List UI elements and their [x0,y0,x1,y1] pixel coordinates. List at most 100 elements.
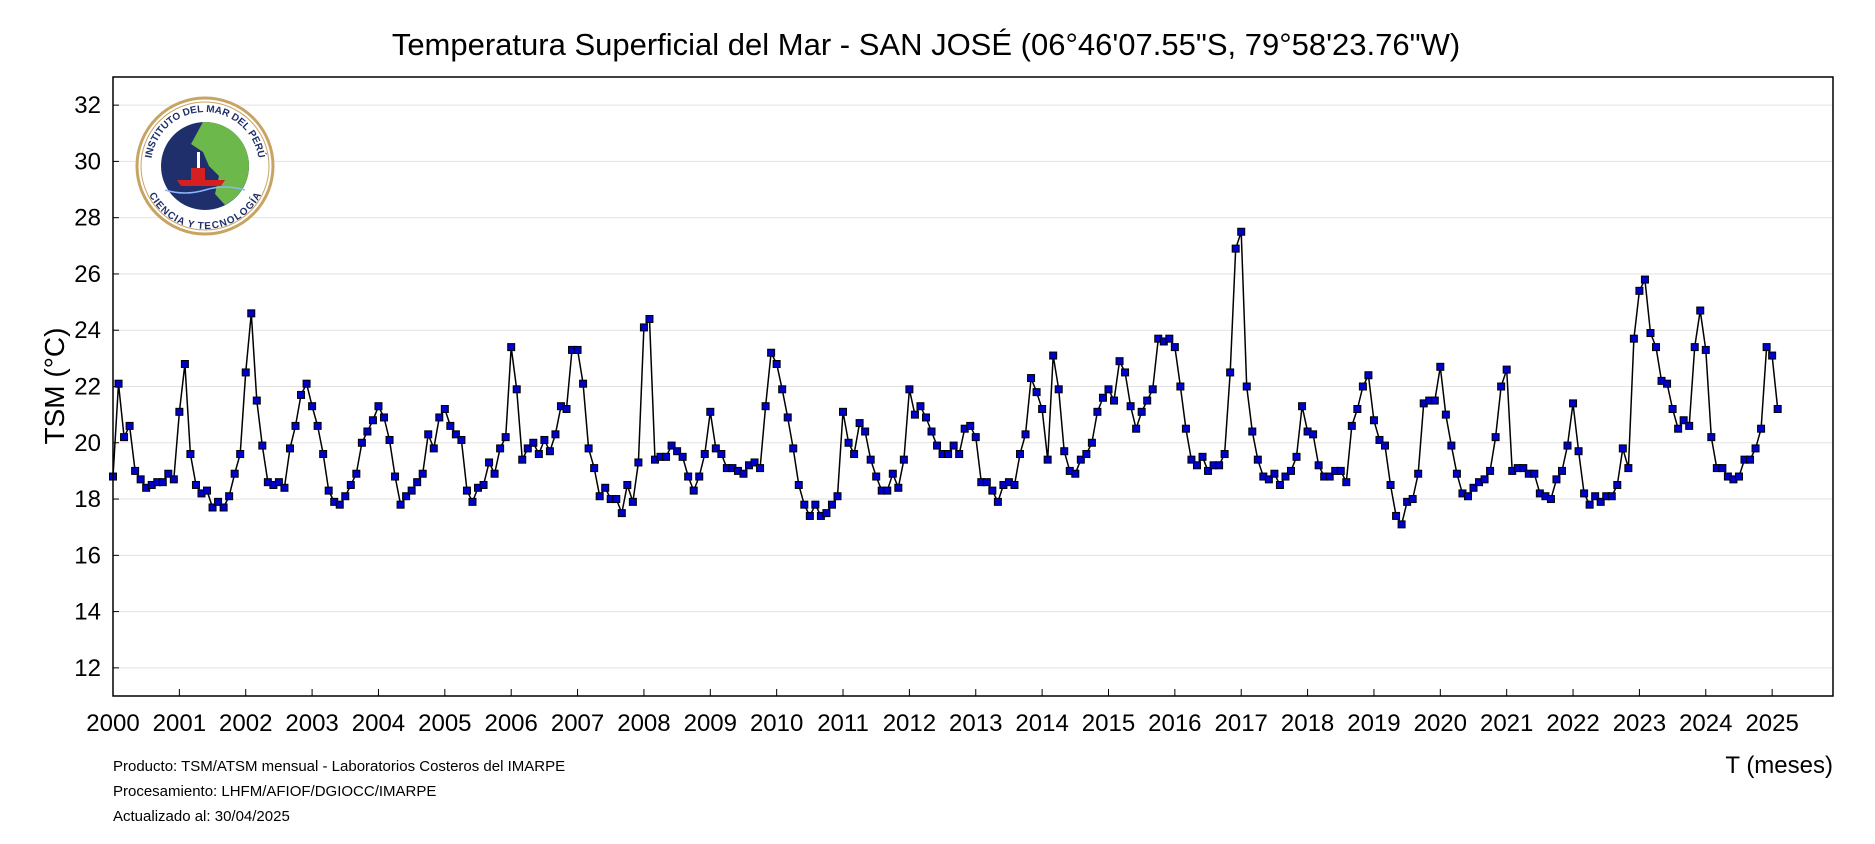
data-point [247,309,256,318]
data-point [783,413,792,422]
data-point [667,441,676,450]
data-point [1226,368,1235,377]
data-point [579,379,588,388]
y-tick-label: 18 [74,486,101,513]
data-point [772,359,781,368]
data-point [1148,385,1157,394]
data-point [435,413,444,422]
data-point [805,511,814,520]
data-point [1430,396,1439,405]
data-point [1386,480,1395,489]
data-point [518,455,527,464]
data-point [1021,430,1030,439]
data-point [1491,433,1500,442]
data-point [1336,466,1345,475]
data-point [1253,455,1262,464]
data-point [1546,495,1555,504]
x-tick-label: 2009 [684,710,737,737]
data-point [1502,365,1511,374]
data-point [590,464,599,473]
data-point [850,450,859,459]
data-point [1707,433,1716,442]
data-point [396,500,405,509]
data-point [761,402,770,411]
x-tick-label: 2004 [352,710,405,737]
data-point [534,450,543,459]
data-point [1447,441,1456,450]
data-point [1054,385,1063,394]
data-point [1469,483,1478,492]
data-point [827,500,836,509]
data-point [1049,351,1058,360]
data-point [673,447,682,456]
data-point [1115,357,1124,366]
data-point [258,441,267,450]
data-point [944,450,953,459]
data-markers [109,227,1782,529]
data-point [357,438,366,447]
data-point [297,390,306,399]
data-point [573,345,582,354]
data-point [1685,421,1694,430]
data-point [628,497,637,506]
data-point [933,441,942,450]
x-tick-label: 2013 [949,710,1002,737]
data-point [313,421,322,430]
data-point [1646,329,1655,338]
data-point [523,444,532,453]
data-point [219,503,228,512]
data-point [1497,382,1506,391]
data-point [1264,475,1273,484]
data-point [545,447,554,456]
imarpe-logo: INSTITUTO DEL MAR DEL PERÚ CIENCIA Y TEC… [135,96,275,236]
data-point [451,430,460,439]
footer-product: Producto: TSM/ATSM mensual - Laboratorio… [113,758,566,775]
data-point [844,438,853,447]
footer-processing: Procesamiento: LHFM/AFIOF/DGIOCC/IMARPE [113,783,437,800]
y-axis-ticks: 12 14 16 18 20 22 24 26 28 30 32 [74,92,119,682]
chart-title: Temperatura Superficial del Mar - SAN JO… [392,27,1460,62]
data-point [916,402,925,411]
data-point [485,458,494,467]
data-point [529,438,538,447]
data-point [352,469,361,478]
data-point [1381,441,1390,450]
data-point [1607,492,1616,501]
data-point [479,480,488,489]
data-point [1353,405,1362,414]
data-point [280,483,289,492]
x-tick-label: 2008 [617,710,670,737]
data-point [1696,306,1705,315]
data-point [905,385,914,394]
data-point [1640,275,1649,284]
data-point [1248,427,1257,436]
data-point [1220,450,1229,459]
data-point [623,480,632,489]
data-point [1192,461,1201,470]
data-point [1132,424,1141,433]
x-tick-label: 2003 [285,710,338,737]
data-point [186,450,195,459]
data-point [125,421,134,430]
data-point [1635,286,1644,295]
data-point [374,402,383,411]
data-point [368,416,377,425]
x-tick-label: 2006 [484,710,537,737]
data-point [689,486,698,495]
data-point [225,492,234,501]
data-point [706,407,715,416]
data-point [700,450,709,459]
data-point [424,430,433,439]
y-tick-label: 28 [74,205,101,232]
data-point [302,379,311,388]
x-tick-label: 2000 [86,710,139,737]
data-point [136,475,145,484]
x-tick-label: 2011 [817,710,869,737]
data-point [855,419,864,428]
data-point [191,480,200,489]
data-point [595,492,604,501]
data-point [1231,244,1240,253]
data-point [800,500,809,509]
data-point [1126,402,1135,411]
